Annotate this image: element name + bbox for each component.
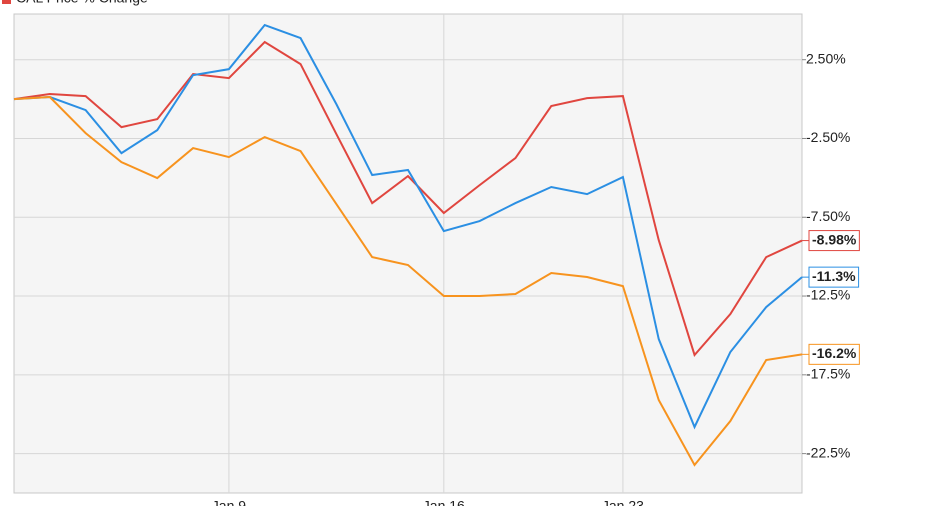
y-tick-label: -22.5% (806, 444, 850, 460)
value-label: -8.98% (812, 231, 857, 247)
value-label: -11.3% (812, 268, 856, 284)
value-label-box: -11.3% (802, 266, 860, 288)
legend-swatch (2, 0, 11, 4)
x-tick-label: Jan 23 (602, 498, 644, 506)
value-label: -16.2% (812, 345, 857, 361)
value-label-box: -16.2% (802, 343, 860, 365)
y-tick-label: -2.50% (806, 129, 850, 145)
y-tick-label: 2.50% (806, 50, 846, 66)
x-tick-label: Jan 9 (212, 498, 246, 506)
x-tick-label: Jan 16 (423, 498, 465, 506)
plot-area (13, 13, 803, 494)
series-line (13, 40, 803, 357)
legend-label: CAL Price % Change (16, 0, 148, 6)
y-tick-label: -12.5% (806, 287, 850, 303)
series-line (13, 23, 803, 430)
series-line (13, 96, 803, 467)
y-tick-label: -17.5% (806, 366, 850, 382)
value-label-box: -8.98% (802, 230, 860, 252)
y-tick-label: -7.50% (806, 208, 850, 224)
